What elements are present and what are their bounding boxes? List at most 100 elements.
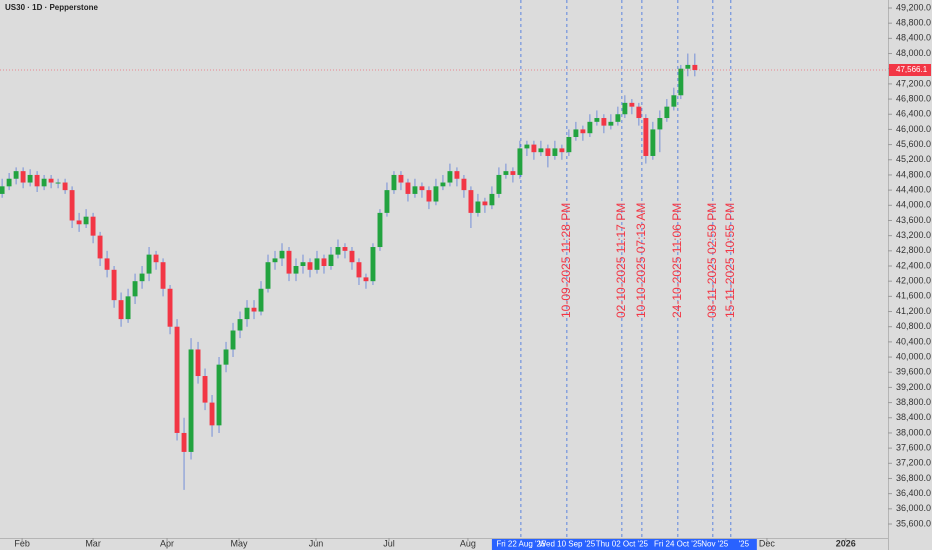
marker-label: 10-10-2025 07:13 AM — [634, 203, 648, 318]
candle-body — [433, 186, 439, 202]
candle-body — [629, 102, 635, 107]
y-tick-label: 48,000.0 — [896, 48, 931, 58]
candle-body — [216, 364, 222, 426]
candle-body — [90, 216, 96, 236]
candle-body — [454, 171, 460, 179]
candle-body — [328, 254, 334, 267]
candle-body — [405, 182, 411, 194]
candle-body — [636, 106, 642, 119]
candle-body — [258, 288, 264, 312]
y-tick-label: 42,400.0 — [896, 260, 931, 270]
x-tick-label: Dec — [759, 538, 776, 548]
candle-body — [664, 106, 670, 119]
candle-body — [181, 432, 187, 452]
candle-body — [335, 247, 341, 255]
candle-body — [489, 193, 495, 206]
candle-body — [601, 118, 607, 126]
candle-body — [202, 376, 208, 403]
y-tick-label: 48,400.0 — [896, 33, 931, 43]
date-label: Fri 24 Oct '25 — [654, 540, 702, 549]
candle-body — [300, 262, 306, 267]
y-tick-label: 41,200.0 — [896, 306, 931, 316]
candle-body — [363, 277, 369, 282]
candle-body — [384, 190, 390, 213]
candle-body — [279, 250, 285, 259]
x-tick-label: Aug — [460, 538, 476, 548]
candle-body — [349, 250, 355, 263]
candle-body — [692, 64, 698, 70]
y-tick-label: 38,800.0 — [896, 397, 931, 407]
candle-body — [307, 262, 313, 270]
candle-body — [83, 216, 89, 225]
x-tick-label: May — [231, 538, 249, 548]
candle-body — [139, 273, 145, 282]
candle-body — [461, 178, 467, 191]
candle-body — [538, 148, 544, 153]
candle-body — [524, 144, 530, 149]
y-tick-label: 36,400.0 — [896, 488, 931, 498]
candle-body — [153, 254, 159, 263]
candle-body — [41, 178, 47, 187]
y-tick-label: 36,800.0 — [896, 473, 931, 483]
candle-body — [342, 247, 348, 251]
y-tick-label: 35,600.0 — [896, 518, 931, 528]
candle-body — [678, 68, 684, 96]
candle-body — [20, 171, 26, 183]
y-tick-label: 40,800.0 — [896, 321, 931, 331]
candle-body — [615, 114, 621, 122]
y-tick-label: 44,400.0 — [896, 184, 931, 194]
candle-body — [209, 402, 215, 426]
y-tick-label: 37,600.0 — [896, 442, 931, 452]
candle-body — [685, 64, 691, 69]
y-tick-label: 38,000.0 — [896, 427, 931, 437]
y-tick-label: 46,000.0 — [896, 124, 931, 134]
candle-body — [146, 254, 152, 274]
candle-body — [272, 258, 278, 263]
candle-body — [503, 171, 509, 175]
candle-body — [566, 137, 572, 153]
y-tick-label: 38,400.0 — [896, 412, 931, 422]
candle-body — [69, 190, 75, 221]
y-tick-label: 49,200.0 — [896, 2, 931, 12]
marker-label: 15-11-2025 10:55 PM — [723, 203, 737, 318]
y-tick-label: 44,800.0 — [896, 169, 931, 179]
candle-body — [293, 266, 299, 274]
candle-body — [286, 250, 292, 274]
candle-body — [6, 178, 12, 187]
candle-body — [356, 262, 362, 278]
last-price-box — [889, 63, 931, 76]
candle-body — [230, 330, 236, 350]
y-tick-label: 39,200.0 — [896, 382, 931, 392]
date-label: Thu 02 Oct '25 — [596, 540, 649, 549]
y-tick-label: 39,600.0 — [896, 367, 931, 377]
candle-body — [587, 121, 593, 134]
candle-body — [48, 178, 54, 183]
candle-body — [377, 212, 383, 248]
marker-label: 08-11-2025 02:59 PM — [705, 203, 719, 318]
candle-body — [97, 235, 103, 259]
candle-body — [0, 186, 5, 194]
y-tick-label: 46,400.0 — [896, 109, 931, 119]
candle-body — [62, 182, 68, 191]
candle-body — [391, 174, 397, 191]
candle-body — [132, 281, 138, 297]
candle-body — [223, 349, 229, 365]
y-tick-label: 47,200.0 — [896, 78, 931, 88]
candle-body — [244, 307, 250, 320]
y-tick-label: 43,200.0 — [896, 230, 931, 240]
y-tick-label: 42,000.0 — [896, 276, 931, 286]
y-tick-label: 45,200.0 — [896, 154, 931, 164]
candle-body — [160, 262, 166, 289]
candle-body — [314, 258, 320, 270]
candle-body — [496, 174, 502, 194]
x-tick-label: Feb — [14, 538, 30, 548]
candle-body — [370, 247, 376, 282]
candle-body — [55, 182, 61, 184]
candle-body — [426, 190, 432, 202]
candle-body — [195, 349, 201, 377]
candle-body — [580, 129, 586, 134]
candle-body — [321, 258, 327, 267]
candle-body — [265, 262, 271, 289]
candle-body — [251, 307, 257, 312]
